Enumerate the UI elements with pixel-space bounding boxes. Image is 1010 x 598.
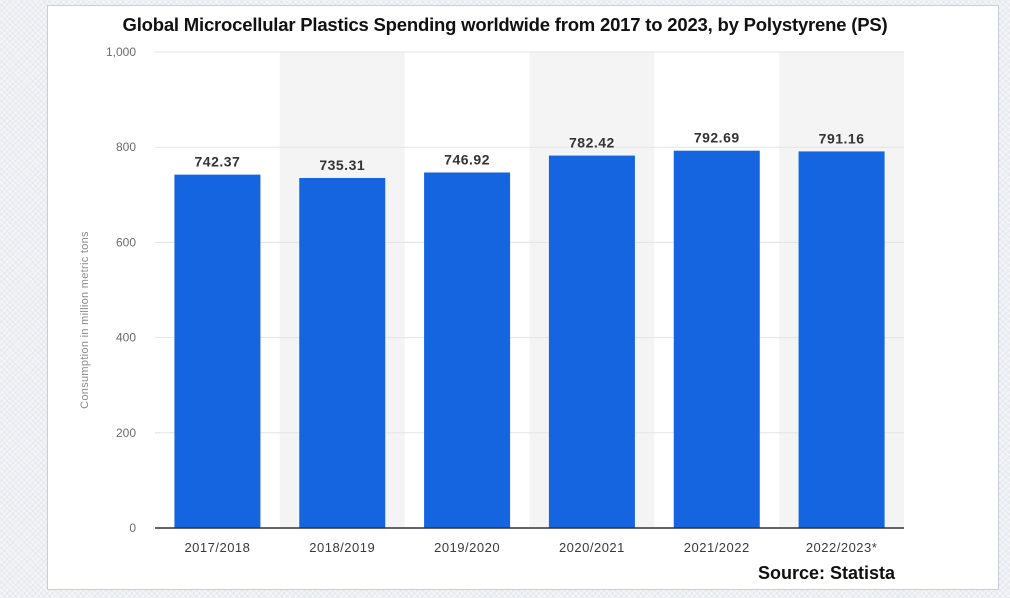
data-label: 782.42 <box>569 135 615 151</box>
data-label: 791.16 <box>819 130 865 146</box>
y-tick-label: 200 <box>116 426 136 440</box>
bar <box>299 177 386 529</box>
bar <box>798 151 885 528</box>
x-tick-label: 2017/2018 <box>184 540 250 555</box>
bar <box>673 150 760 528</box>
x-tick-label: 2021/2022 <box>684 540 750 555</box>
chart-title: Global Microcellular Plastics Spending w… <box>122 14 888 35</box>
y-tick-label: 600 <box>116 235 136 249</box>
bar <box>424 172 511 529</box>
data-label: 742.37 <box>195 154 241 170</box>
data-label: 735.31 <box>319 157 365 173</box>
y-axis-label: Consumption in million metric tons <box>79 231 91 409</box>
data-label: 792.69 <box>694 130 740 146</box>
x-tick-label: 2018/2019 <box>309 540 375 555</box>
bar <box>548 155 635 528</box>
x-tick-labels: 2017/2018 2018/2019 2019/2020 2020/2021 2021… <box>184 540 878 555</box>
x-tick-label: 2020/2021 <box>559 540 625 555</box>
x-tick-label: 2022/2023* <box>806 540 878 555</box>
x-tick-label: 2019/2020 <box>434 540 500 555</box>
source-note: Source: Statista <box>757 563 895 583</box>
data-labels: 742.37 735.31 746.92 782.42 792.69 791.16 <box>195 130 865 173</box>
y-tick-labels: 0 200 400 600 800 1,000 <box>106 45 136 535</box>
y-tick-label: 1,000 <box>106 45 136 59</box>
data-label: 746.92 <box>444 151 490 167</box>
bar <box>174 174 261 528</box>
gridlines <box>155 51 904 434</box>
y-tick-label: 400 <box>116 331 136 345</box>
y-tick-label: 800 <box>116 140 136 154</box>
y-tick-label: 0 <box>129 521 136 535</box>
bars <box>174 150 885 529</box>
